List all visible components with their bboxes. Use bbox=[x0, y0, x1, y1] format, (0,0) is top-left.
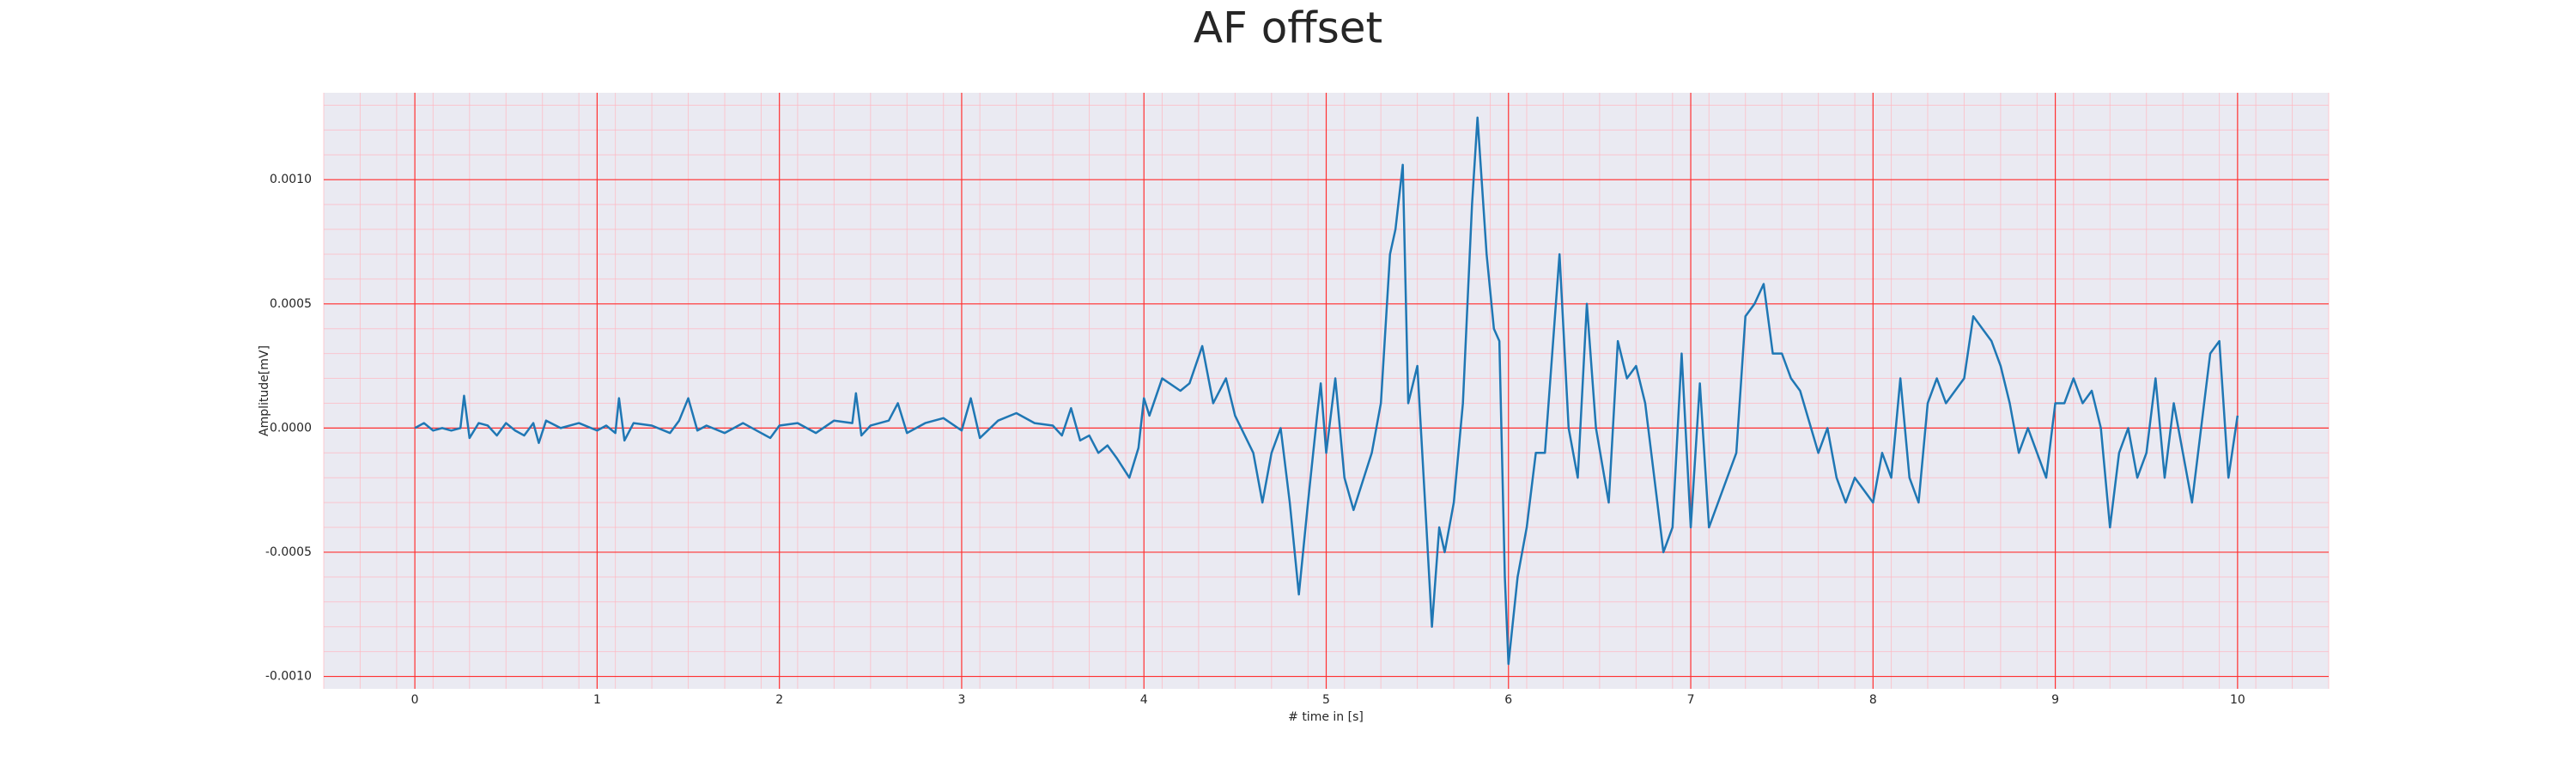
x-tick-label: 2 bbox=[775, 693, 783, 707]
x-tick-label: 7 bbox=[1687, 693, 1695, 707]
x-tick-label: 10 bbox=[2230, 693, 2245, 707]
y-tick-label: 0.0010 bbox=[270, 173, 312, 186]
data-line bbox=[414, 116, 2239, 666]
y-axis-label: Amplitude[mV] bbox=[258, 345, 271, 436]
x-tick-label: 6 bbox=[1504, 693, 1512, 707]
chart-title: AF offset bbox=[1194, 3, 1382, 53]
y-tick-label: 0.0005 bbox=[270, 297, 312, 311]
x-tick-label: 5 bbox=[1322, 693, 1330, 707]
x-tick-label: 8 bbox=[1869, 693, 1877, 707]
x-tick-label: 3 bbox=[957, 693, 965, 707]
y-tick-label: -0.0010 bbox=[265, 670, 312, 684]
y-tick-label: -0.0005 bbox=[265, 545, 312, 559]
x-tick-label: 4 bbox=[1140, 693, 1148, 707]
y-tick-label: 0.0000 bbox=[270, 421, 312, 435]
x-tick-label: 9 bbox=[2051, 693, 2059, 707]
x-axis-label: # time in [s] bbox=[1288, 710, 1364, 724]
x-tick-label: 1 bbox=[593, 693, 601, 707]
x-tick-label: 0 bbox=[411, 693, 419, 707]
